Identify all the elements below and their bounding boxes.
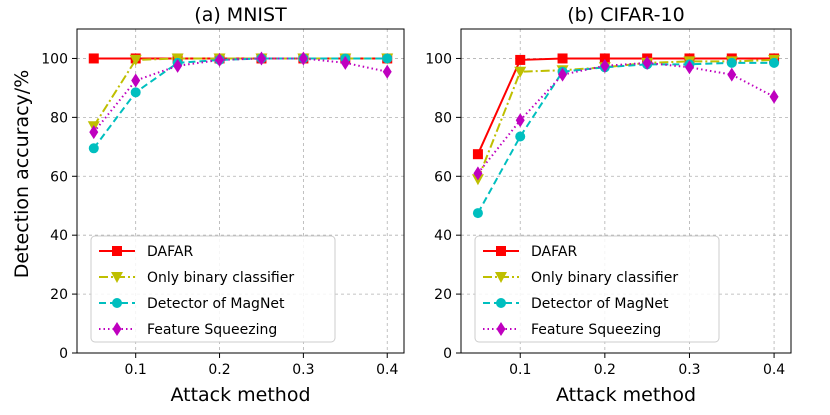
legend-label-2: Detector of MagNet xyxy=(147,296,285,312)
legend-box xyxy=(474,235,720,343)
legend-marker-1 xyxy=(495,272,507,283)
y-tick-label: 40 xyxy=(50,228,68,244)
plot-frame xyxy=(76,28,405,354)
y-tick-label: 40 xyxy=(434,228,452,244)
x-tick-label: 0.2 xyxy=(594,362,616,378)
data-point-s2-1 xyxy=(515,131,526,142)
data-point-s3-0 xyxy=(473,166,483,181)
y-tick-label: 100 xyxy=(425,51,452,67)
data-point-s2-0 xyxy=(88,143,99,154)
data-point-s2-7 xyxy=(769,57,780,68)
legend-label-0: DAFAR xyxy=(147,244,193,260)
data-point-s3-1 xyxy=(515,113,525,128)
x-tick-label: 0.3 xyxy=(678,362,700,378)
legend-marker-1 xyxy=(111,272,123,283)
data-point-s0-2 xyxy=(557,53,568,64)
data-point-s3-5 xyxy=(684,60,694,75)
data-point-s0-3 xyxy=(599,53,610,64)
data-point-s3-4 xyxy=(642,55,652,70)
series-line-3 xyxy=(477,61,775,174)
series-line-0 xyxy=(477,57,775,155)
data-point-s3-6 xyxy=(727,67,737,82)
y-tick-label: 20 xyxy=(50,287,68,303)
y-tick-label: 60 xyxy=(50,169,68,185)
data-point-s3-1 xyxy=(131,73,141,88)
series-line-2 xyxy=(92,57,388,149)
figure-y-axis-label: Detection accuracy/% xyxy=(11,70,33,279)
legend-label-2: Detector of MagNet xyxy=(531,296,669,312)
y-tick-label: 0 xyxy=(59,346,68,362)
data-point-s1-1 xyxy=(514,66,527,78)
legend-marker-2 xyxy=(496,298,506,308)
legend-label-3: Feature Squeezing xyxy=(531,322,661,338)
data-point-s0-0 xyxy=(472,149,483,160)
chart-title: (a) MNIST xyxy=(194,4,287,26)
chart-title: (b) CIFAR-10 xyxy=(567,4,684,26)
data-point-s2-7 xyxy=(382,53,393,64)
legend-label-1: Only binary classifier xyxy=(531,270,678,286)
legend-marker-0 xyxy=(496,246,506,256)
legend-label-3: Feature Squeezing xyxy=(147,322,277,338)
legend-box xyxy=(90,235,336,343)
y-tick-label: 100 xyxy=(41,51,68,67)
legend-label-0: DAFAR xyxy=(531,244,577,260)
legend-marker-0 xyxy=(112,246,122,256)
x-tick-label: 0.3 xyxy=(292,362,314,378)
legend-label-1: Only binary classifier xyxy=(147,270,294,286)
data-point-s3-2 xyxy=(558,67,568,82)
data-point-s3-0 xyxy=(89,125,99,140)
data-point-s0-1 xyxy=(515,54,526,65)
series-line-2 xyxy=(477,61,775,214)
data-point-s2-1 xyxy=(130,87,141,98)
x-axis-label: Attack method xyxy=(170,384,310,406)
x-axis-label: Attack method xyxy=(556,384,696,406)
panel-cifar10: 0 20 40 60 80 100 0.1 0.2 0.3 0.4 (b) CIFAR-10 Atta… xyxy=(425,4,792,406)
series-line-1 xyxy=(92,57,388,127)
data-point-s3-2 xyxy=(173,58,183,73)
y-tick-label: 80 xyxy=(50,110,68,126)
data-point-s3-7 xyxy=(382,64,392,79)
y-tick-label: 60 xyxy=(434,169,452,185)
data-point-s2-6 xyxy=(726,57,737,68)
data-point-s3-7 xyxy=(769,89,779,104)
data-point-s2-0 xyxy=(472,208,483,219)
data-point-s3-4 xyxy=(256,51,266,66)
y-tick-label: 20 xyxy=(434,287,452,303)
x-tick-label: 0.4 xyxy=(376,362,398,378)
legend-marker-2 xyxy=(112,298,122,308)
legend-marker-3 xyxy=(112,322,122,336)
x-tick-label: 0.1 xyxy=(125,362,147,378)
data-point-s1-1 xyxy=(129,54,142,66)
x-tick-label: 0.2 xyxy=(208,362,230,378)
plot-frame xyxy=(460,28,792,354)
x-tick-label: 0.1 xyxy=(509,362,531,378)
legend-marker-3 xyxy=(496,322,506,336)
x-tick-label: 0.4 xyxy=(763,362,785,378)
data-point-s3-5 xyxy=(298,51,308,66)
panel-mnist: 0 20 40 60 80 100 0.1 0.2 0.3 0.4 (a) MNIST Attack … xyxy=(41,4,405,406)
y-tick-label: 0 xyxy=(443,346,452,362)
data-point-s3-3 xyxy=(215,52,225,67)
data-point-s0-0 xyxy=(88,53,99,64)
data-point-s3-3 xyxy=(600,58,610,73)
y-tick-label: 80 xyxy=(434,110,452,126)
data-point-s3-6 xyxy=(340,55,350,70)
